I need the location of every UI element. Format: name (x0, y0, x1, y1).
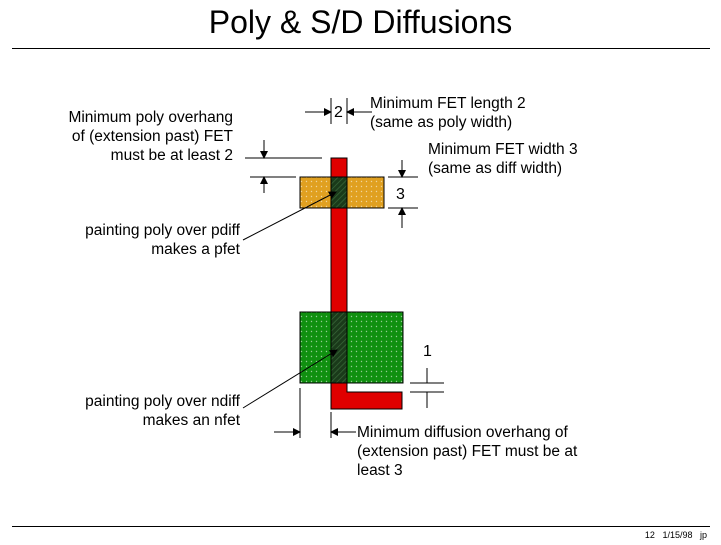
diff-overhang-label: Minimum diffusion overhang of (extension… (357, 423, 577, 480)
poly-overhang-dimension (245, 140, 322, 193)
title-divider (12, 48, 710, 49)
fet-length-line-1: Minimum FET length 2 (370, 95, 526, 112)
spacing-dimension (410, 368, 444, 408)
nfet-leader (242, 349, 338, 409)
poly-overhang-label: Minimum poly overhang of (extension past… (68, 108, 233, 165)
fet-width-line-2: (same as diff width) (428, 160, 563, 177)
fet-length-label: Minimum FET length 2 (same as poly width… (370, 94, 526, 132)
poly-overhang-line-2: of (extension past) FET (71, 128, 233, 145)
page-title: Poly & S/D Diffusions (208, 4, 513, 40)
footer-date: 1/15/98 (662, 530, 693, 540)
fet-width-dimension (388, 160, 418, 228)
diff-overhang-line-3: least 3 (357, 462, 403, 479)
diff-overhang-line-2: (extension past) FET must be at (357, 443, 578, 460)
pfet-label: painting poly over pdiff makes a pfet (85, 221, 240, 259)
fet-width-value: 3 (396, 186, 405, 203)
pfet-line-1: painting poly over pdiff (85, 222, 240, 239)
pfet-channel (330, 176, 348, 209)
nfet-line-2: makes an nfet (142, 412, 240, 429)
fet-length-value: 2 (334, 104, 343, 121)
spacing-value: 1 (423, 343, 432, 360)
fet-width-line-1: Minimum FET width 3 (428, 141, 578, 158)
nfet-label: painting poly over ndiff makes an nfet (85, 392, 240, 430)
poly-overhang-line-3: must be at least 2 (110, 147, 233, 164)
footer-author: jp (699, 530, 707, 540)
fet-length-line-2: (same as poly width) (370, 114, 513, 131)
footer-divider (12, 526, 710, 527)
poly-overhang-line-1: Minimum poly overhang (68, 109, 233, 126)
footer: 12 1/15/98 jp (645, 530, 707, 541)
pfet-line-2: makes a pfet (151, 241, 240, 258)
diff-overhang-dimension (274, 388, 356, 438)
ndiff-region (299, 311, 404, 384)
nfet-channel (330, 311, 348, 384)
nfet-line-1: painting poly over ndiff (85, 393, 240, 410)
fet-width-label: Minimum FET width 3 (same as diff width) (428, 140, 578, 178)
page-number: 12 (644, 530, 655, 540)
diff-overhang-line-1: Minimum diffusion overhang of (357, 424, 568, 441)
fet-length-dimension (305, 98, 372, 124)
pfet-leader (242, 191, 337, 241)
